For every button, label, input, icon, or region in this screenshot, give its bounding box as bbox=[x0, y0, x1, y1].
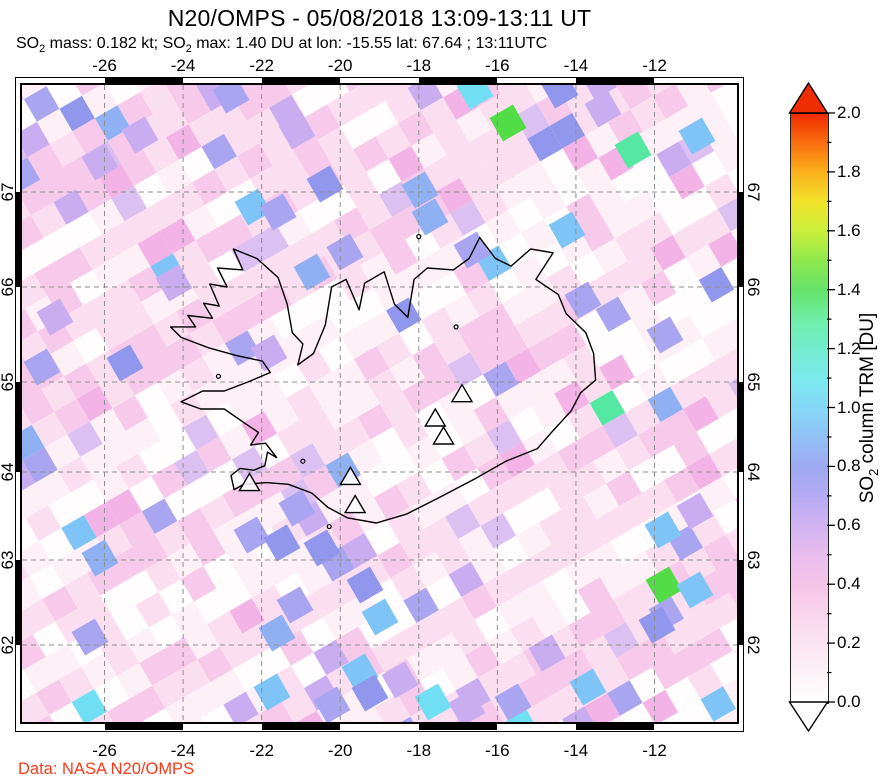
frame-band-right bbox=[739, 85, 743, 722]
colorbar-tick-label: 1.4 bbox=[837, 279, 861, 299]
lon-tick-bottom: -22 bbox=[249, 741, 274, 760]
frame-band-top bbox=[22, 78, 737, 83]
colorbar-tick-label: 1.2 bbox=[837, 338, 861, 358]
island-lake-mark bbox=[300, 458, 306, 464]
lat-tick-left: 62 bbox=[0, 635, 17, 655]
frame-band-left bbox=[16, 85, 20, 722]
lon-tick-top: -18 bbox=[406, 56, 432, 75]
frame-band-segment bbox=[104, 724, 184, 731]
colorbar-decorations bbox=[788, 81, 835, 733]
frame-band-segment bbox=[739, 192, 743, 287]
lat-tick-left: 64 bbox=[0, 462, 17, 482]
volcano-marker bbox=[432, 425, 455, 445]
volcano-marker bbox=[450, 383, 474, 403]
colorbar-tick-label: 0.6 bbox=[837, 515, 861, 535]
lon-tick-bottom: -24 bbox=[170, 741, 196, 760]
colorbar-tick-label: 2.0 bbox=[837, 103, 861, 122]
colorbar-tick-label: 1.8 bbox=[837, 161, 861, 181]
frame-band-segment bbox=[16, 560, 20, 645]
lon-tick-top: -22 bbox=[249, 56, 274, 75]
map-outer-frame bbox=[15, 77, 744, 732]
frame-band-segment bbox=[104, 78, 184, 83]
frame-band-segment bbox=[418, 724, 498, 731]
frame-band-segment bbox=[575, 78, 655, 83]
frame-band-segment bbox=[739, 560, 743, 645]
lon-tick-bottom: -20 bbox=[327, 741, 353, 760]
frame-band-segment bbox=[261, 724, 341, 731]
lon-tick-top: -20 bbox=[327, 56, 353, 75]
lat-tick-left: 63 bbox=[0, 550, 17, 570]
lat-tick-right: 62 bbox=[744, 635, 763, 655]
colorbar-tick-label: 1.0 bbox=[837, 397, 861, 417]
frame-band-segment bbox=[575, 724, 655, 731]
lat-tick-right: 63 bbox=[744, 550, 763, 570]
volcano-marker bbox=[343, 494, 367, 514]
iceland-coastline bbox=[169, 236, 597, 524]
colorbar-tick-label: 0.4 bbox=[837, 574, 861, 594]
lon-tick-top: -12 bbox=[642, 56, 667, 75]
map-plot-area bbox=[22, 85, 737, 722]
lon-tick-bottom: -12 bbox=[642, 741, 667, 760]
lon-tick-top: -24 bbox=[170, 56, 196, 75]
colorbar-axis-label: SO2 column TRM [DU] bbox=[857, 312, 881, 504]
figure-subtitle: SO2 mass: 0.182 kt; SO2 max: 1.40 DU at … bbox=[16, 35, 548, 56]
lon-tick-bottom: -14 bbox=[563, 741, 589, 760]
lat-tick-left: 67 bbox=[0, 182, 17, 202]
island-lake-mark bbox=[326, 523, 332, 530]
map-overlay-svg bbox=[22, 85, 737, 722]
colorbar bbox=[790, 113, 829, 704]
figure-title: N20/OMPS - 05/08/2018 13:09-13:11 UT bbox=[167, 5, 592, 31]
lat-tick-right: 65 bbox=[744, 372, 763, 392]
frame-band-segment bbox=[16, 382, 20, 472]
island-lake-mark bbox=[416, 234, 422, 240]
colorbar-under-arrow bbox=[788, 701, 829, 733]
colorbar-tick-label: 0.8 bbox=[837, 456, 861, 476]
colorbar-tick-label: 0.2 bbox=[837, 633, 861, 653]
lon-tick-bottom: -26 bbox=[92, 741, 117, 760]
data-source-credit: Data: NASA N20/OMPS bbox=[18, 760, 195, 778]
frame-band-segment bbox=[418, 78, 498, 83]
colorbar-tick-label: 1.6 bbox=[837, 220, 861, 240]
frame-band-bottom bbox=[22, 724, 737, 731]
volcano-marker bbox=[424, 407, 447, 427]
lon-tick-bottom: -16 bbox=[485, 741, 510, 760]
frame-band-segment bbox=[739, 382, 743, 472]
lon-tick-bottom: -18 bbox=[406, 741, 432, 760]
lat-tick-left: 66 bbox=[0, 277, 17, 297]
frame-band-segment bbox=[16, 192, 20, 287]
colorbar-tick-label: 0.0 bbox=[837, 692, 861, 711]
island-lake-mark bbox=[215, 373, 222, 379]
volcano-marker bbox=[339, 466, 362, 486]
lat-tick-right: 67 bbox=[744, 182, 763, 202]
island-lake-mark bbox=[453, 324, 459, 330]
lon-tick-top: -26 bbox=[92, 56, 117, 75]
lat-tick-left: 65 bbox=[0, 372, 17, 392]
lat-tick-right: 66 bbox=[744, 277, 763, 297]
frame-band-segment bbox=[261, 78, 341, 83]
lat-tick-right: 64 bbox=[744, 462, 763, 482]
colorbar-over-arrow bbox=[788, 81, 829, 114]
volcano-marker bbox=[238, 472, 261, 492]
lon-tick-top: -16 bbox=[485, 56, 510, 75]
lon-tick-top: -14 bbox=[563, 56, 589, 75]
